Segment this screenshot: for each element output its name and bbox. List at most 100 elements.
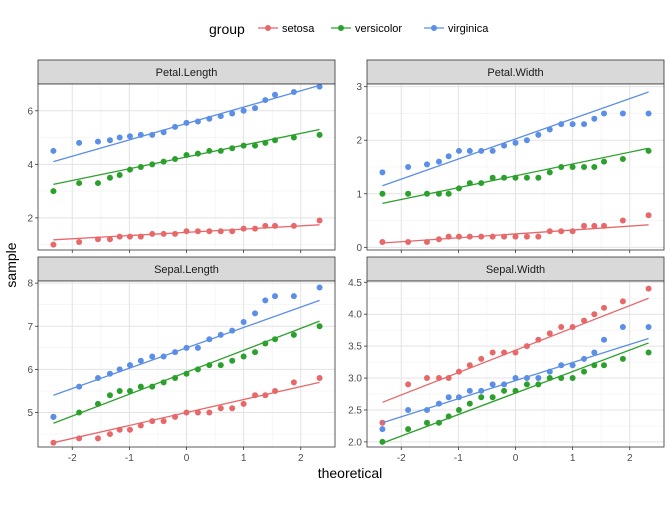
data-point-setosa xyxy=(316,375,323,382)
y-tick-label: 7 xyxy=(27,322,33,333)
data-point-virginica xyxy=(106,370,113,377)
data-point-versicolor xyxy=(558,164,565,170)
data-point-setosa xyxy=(423,238,430,245)
data-point-virginica xyxy=(405,406,412,413)
data-point-virginica xyxy=(581,121,588,128)
series-setosa xyxy=(379,212,652,245)
data-point-versicolor xyxy=(240,353,247,360)
data-point-virginica xyxy=(523,137,530,144)
data-point-setosa xyxy=(558,228,565,235)
data-point-setosa xyxy=(206,228,213,235)
data-point-virginica xyxy=(183,344,190,351)
x-axis xyxy=(71,250,302,253)
data-point-virginica xyxy=(206,336,213,343)
data-point-setosa xyxy=(645,212,652,219)
data-point-virginica xyxy=(116,366,123,373)
data-point-virginica xyxy=(217,331,224,338)
data-point-setosa xyxy=(94,435,101,442)
data-point-versicolor xyxy=(316,131,323,138)
data-point-versicolor xyxy=(466,180,473,187)
data-point-versicolor xyxy=(240,142,247,149)
data-point-virginica xyxy=(423,161,430,168)
y-tick-label: 2 xyxy=(356,136,362,147)
data-point-virginica xyxy=(569,362,576,369)
data-point-setosa xyxy=(569,228,576,235)
data-point-versicolor xyxy=(501,174,508,181)
x-tick-label: 2 xyxy=(627,453,633,464)
data-point-setosa xyxy=(262,392,269,399)
data-point-virginica xyxy=(137,131,144,138)
data-point-virginica xyxy=(478,387,485,394)
y-tick-label: 3.5 xyxy=(348,342,362,353)
data-point-virginica xyxy=(591,115,598,122)
data-point-virginica xyxy=(591,349,598,356)
data-point-virginica xyxy=(126,133,133,140)
data-point-versicolor xyxy=(94,180,101,187)
data-point-setosa xyxy=(183,409,190,416)
data-point-versicolor xyxy=(405,426,412,433)
data-point-setosa xyxy=(581,222,588,229)
data-point-virginica xyxy=(512,375,519,382)
data-point-virginica xyxy=(512,139,519,146)
data-point-versicolor xyxy=(206,362,213,369)
data-point-virginica xyxy=(252,310,259,317)
y-tick-label: 2.0 xyxy=(348,437,362,448)
data-point-versicolor xyxy=(645,349,652,356)
data-point-versicolor xyxy=(137,164,144,170)
data-point-virginica xyxy=(160,353,167,360)
data-point-virginica xyxy=(76,383,83,390)
data-point-virginica xyxy=(445,153,452,160)
data-point-setosa xyxy=(149,230,156,237)
data-point-versicolor xyxy=(149,383,156,390)
legend-key-point xyxy=(338,25,344,31)
data-point-setosa xyxy=(229,405,236,412)
data-point-versicolor xyxy=(405,190,412,197)
data-point-virginica xyxy=(262,297,269,304)
data-point-virginica xyxy=(645,110,652,117)
data-point-setosa xyxy=(272,387,279,394)
data-point-virginica xyxy=(601,336,608,343)
data-point-virginica xyxy=(272,293,279,300)
data-point-versicolor xyxy=(272,137,279,144)
y-tick-label: 8 xyxy=(27,279,33,290)
data-point-versicolor xyxy=(569,164,576,170)
data-point-virginica xyxy=(645,323,652,330)
legend-label: setosa xyxy=(282,23,315,35)
data-point-setosa xyxy=(116,426,123,433)
data-point-virginica xyxy=(619,323,626,330)
data-point-versicolor xyxy=(645,147,652,154)
data-point-setosa xyxy=(94,236,101,243)
data-point-setosa xyxy=(50,241,57,248)
data-point-versicolor xyxy=(501,387,508,394)
data-point-versicolor xyxy=(116,387,123,394)
y-axis: 2.0 2.5 3.0 3.5 4.0 4.5 xyxy=(348,278,367,448)
data-point-setosa xyxy=(194,228,201,235)
data-point-versicolor xyxy=(126,387,133,394)
y-tick-label: 0 xyxy=(356,243,362,254)
data-point-virginica xyxy=(183,119,190,126)
data-point-setosa xyxy=(501,233,508,240)
data-point-virginica xyxy=(149,131,156,138)
data-point-virginica xyxy=(455,394,462,401)
data-point-versicolor xyxy=(172,155,179,162)
data-point-virginica xyxy=(535,131,542,138)
data-point-setosa xyxy=(535,336,542,343)
y-tick-label: 4.5 xyxy=(348,278,362,289)
data-point-virginica xyxy=(252,105,259,112)
data-point-setosa xyxy=(149,418,156,425)
data-point-virginica xyxy=(455,147,462,154)
data-point-virginica xyxy=(546,368,553,375)
x-axis: -2 -1 0 1 2 xyxy=(397,447,633,464)
data-point-virginica xyxy=(229,327,236,334)
data-point-virginica xyxy=(619,110,626,117)
y-tick-label: 3 xyxy=(356,82,362,93)
data-point-virginica xyxy=(94,138,101,145)
data-point-versicolor xyxy=(160,379,167,386)
data-point-setosa xyxy=(405,381,412,388)
data-point-versicolor xyxy=(489,394,496,401)
data-point-versicolor xyxy=(601,362,608,369)
data-point-versicolor xyxy=(591,164,598,170)
x-tick-label: -1 xyxy=(125,453,134,464)
data-point-virginica xyxy=(501,142,508,149)
